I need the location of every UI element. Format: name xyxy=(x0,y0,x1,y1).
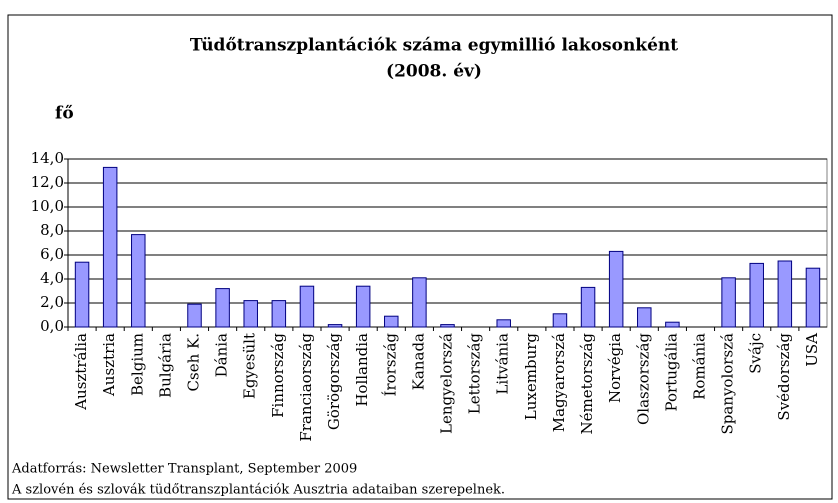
bar xyxy=(608,250,624,328)
bar xyxy=(440,324,455,328)
x-tick-label: Görögország xyxy=(325,333,343,431)
x-tick-label: Belgium xyxy=(128,333,146,396)
bar xyxy=(355,285,371,328)
x-tick-label: Bulgária xyxy=(156,333,174,398)
bar xyxy=(665,321,680,328)
y-tick-label: 4,0 xyxy=(40,269,64,287)
bar xyxy=(271,300,287,328)
y-tick-label: 12,0 xyxy=(31,173,64,191)
bar xyxy=(327,324,343,328)
x-tick-label: Luxemburg xyxy=(522,333,540,421)
x-tick-label: Cseh K. xyxy=(185,333,203,391)
x-tick-label: Németország xyxy=(578,333,596,435)
x-tick-label: Ausztrália xyxy=(72,333,90,411)
x-tick-label: Dánia xyxy=(213,333,231,377)
x-tick-label: Egyesült xyxy=(241,333,259,399)
y-tick-label: 2,0 xyxy=(40,293,64,311)
bar xyxy=(243,300,258,328)
x-tick-label: Litvánia xyxy=(494,333,512,395)
y-tick-label: 14,0 xyxy=(31,149,64,167)
x-tick-label: Írország xyxy=(381,333,399,397)
x-tick-label: Finnország xyxy=(269,333,287,418)
bar xyxy=(552,313,568,328)
bar xyxy=(496,319,511,328)
x-tick-label: Portugália xyxy=(662,333,680,412)
bar xyxy=(384,315,399,328)
x-tick-label: Magyarorszá xyxy=(550,333,568,432)
y-tick-label: 6,0 xyxy=(40,245,64,263)
y-tick-label: 8,0 xyxy=(40,221,64,239)
bar xyxy=(215,288,230,328)
x-tick-label: Olaszország xyxy=(634,333,652,425)
chart-title: Tüdőtranszplantációk száma egymillió lak… xyxy=(190,36,678,56)
bar xyxy=(74,261,90,328)
x-tick-label: USA xyxy=(803,333,821,367)
note: Adatforrás: Newsletter Transplant, Septe… xyxy=(11,462,357,477)
y-axis-label: fő xyxy=(55,104,74,124)
y-tick-label: 0,0 xyxy=(40,317,64,335)
x-tick-label: Románia xyxy=(691,333,709,400)
bar xyxy=(102,166,118,328)
bar xyxy=(187,303,202,328)
bar xyxy=(131,234,146,328)
bar xyxy=(299,285,315,328)
x-tick-label: Norvégia xyxy=(606,333,624,403)
x-tick-label: Spanyolorszá xyxy=(719,333,737,435)
x-tick-label: Ausztria xyxy=(100,333,118,397)
bar xyxy=(721,277,736,328)
x-tick-label: Franciaország xyxy=(297,333,315,442)
bar xyxy=(580,286,596,328)
x-tick-label: Kanada xyxy=(409,333,427,390)
x-tick-label: Svájc xyxy=(747,333,765,374)
note: A szlovén és szlovák tüdőtranszplantáció… xyxy=(11,483,505,498)
chart-subtitle: (2008. év) xyxy=(386,62,482,82)
x-tick-label: Lengyelorszá xyxy=(438,333,456,434)
x-tick-label: Lettország xyxy=(466,333,484,415)
bar xyxy=(777,260,793,328)
bar xyxy=(637,307,652,328)
bar xyxy=(805,267,821,328)
y-tick-label: 10,0 xyxy=(31,197,64,215)
x-tick-label: Svédország xyxy=(775,333,793,421)
bar xyxy=(749,262,764,328)
x-tick-label: Hollandia xyxy=(353,333,371,407)
bar xyxy=(412,277,427,328)
